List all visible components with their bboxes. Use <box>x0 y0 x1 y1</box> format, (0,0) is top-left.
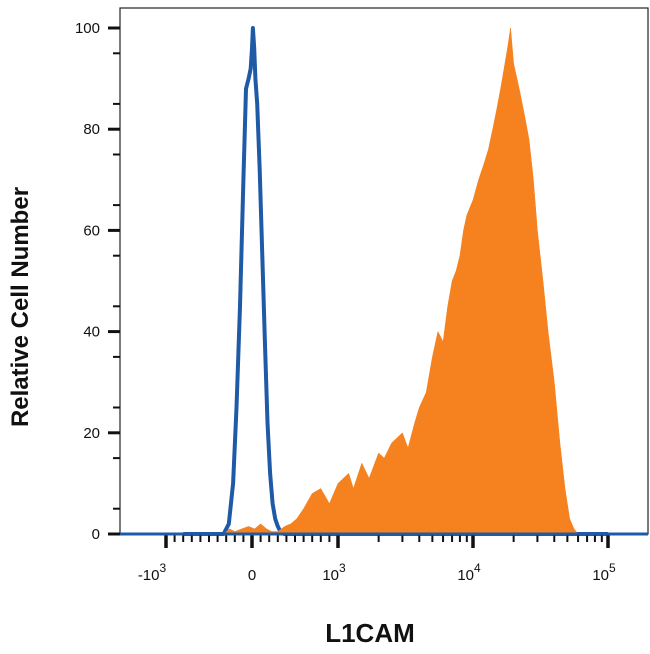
x-tick-label: 105 <box>592 561 616 584</box>
y-tick-label: 80 <box>83 121 100 138</box>
y-tick-label: 40 <box>83 324 100 341</box>
axes: 0 20 40 60 80 100 -103 0 103 104 105 <box>75 20 648 584</box>
y-tick-label: 20 <box>83 425 100 442</box>
y-tick-label: 0 <box>92 526 100 543</box>
y-tick-label: 60 <box>83 222 100 239</box>
y-axis-title: Relative Cell Number <box>7 187 34 427</box>
x-tick-label: 103 <box>322 561 346 584</box>
plot-area <box>119 7 649 535</box>
y-tick-label: 100 <box>75 20 100 37</box>
x-tick-label: 0 <box>248 567 256 584</box>
x-axis-title: L1CAM <box>325 618 415 648</box>
x-tick-label: -103 <box>138 561 167 584</box>
series-1-area <box>222 27 608 535</box>
series-layer <box>183 26 608 536</box>
x-tick-label: 104 <box>457 561 481 584</box>
plot-frame <box>119 7 649 535</box>
series-0-line <box>183 26 608 536</box>
